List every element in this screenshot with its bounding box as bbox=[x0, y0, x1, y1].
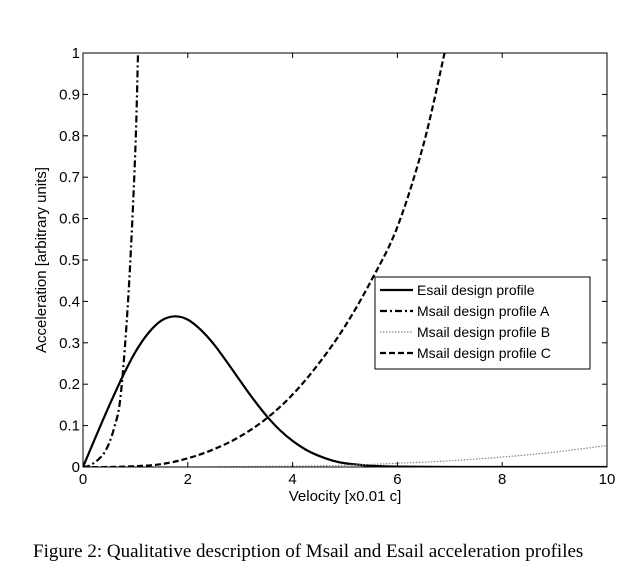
axis-ticks bbox=[82, 52, 608, 468]
x-tick-label: 4 bbox=[288, 471, 296, 488]
series-line-2 bbox=[83, 53, 140, 467]
y-tick-label: 0.4 bbox=[59, 293, 80, 310]
acceleration-chart: 0 0.1 0.2 0.3 0.4 0.5 0.6 0.7 0.8 0.9 1 0 2 4 6 8 10 Es… bbox=[33, 45, 616, 505]
y-tick-label: 0.1 bbox=[59, 418, 80, 435]
y-tick-label: 0.2 bbox=[59, 376, 80, 393]
y-tick-label: 0.8 bbox=[59, 128, 80, 145]
x-axis-label: Velocity [x0.01 c] bbox=[289, 488, 402, 505]
series-line-1 bbox=[83, 315, 607, 467]
legend-label-4: Msail design profile C bbox=[417, 345, 551, 361]
series-lines bbox=[83, 53, 607, 467]
y-tick-label: 0.6 bbox=[59, 211, 80, 228]
legend: Esail design profile Msail design profile… bbox=[374, 276, 591, 370]
y-tick-label: 0.9 bbox=[59, 86, 80, 103]
y-axis-label: Acceleration [arbitrary units] bbox=[33, 167, 50, 353]
series-line-4 bbox=[83, 53, 446, 467]
x-tick-label: 10 bbox=[599, 471, 616, 488]
x-tick-label: 6 bbox=[393, 471, 401, 488]
legend-label-2: Msail design profile A bbox=[417, 303, 550, 319]
x-tick-label: 2 bbox=[184, 471, 192, 488]
legend-label-1: Esail design profile bbox=[417, 282, 535, 298]
y-tick-label: 1 bbox=[72, 45, 80, 62]
series-line-3 bbox=[83, 444, 607, 467]
y-tick-label: 0 bbox=[72, 459, 80, 476]
x-tick-label: 8 bbox=[498, 471, 506, 488]
legend-label-3: Msail design profile B bbox=[417, 324, 550, 340]
y-tick-label: 0.5 bbox=[59, 252, 80, 269]
plot-frame bbox=[82, 52, 608, 468]
x-tick-label: 0 bbox=[79, 471, 87, 488]
y-tick-label: 0.7 bbox=[59, 169, 80, 186]
x-tick-labels: 0 2 4 6 8 10 bbox=[79, 471, 616, 488]
y-tick-labels: 0 0.1 0.2 0.3 0.4 0.5 0.6 0.7 0.8 0.9 1 bbox=[59, 45, 80, 476]
y-tick-label: 0.3 bbox=[59, 335, 80, 352]
figure-caption: Figure 2: Qualitative description of Msa… bbox=[33, 541, 584, 562]
